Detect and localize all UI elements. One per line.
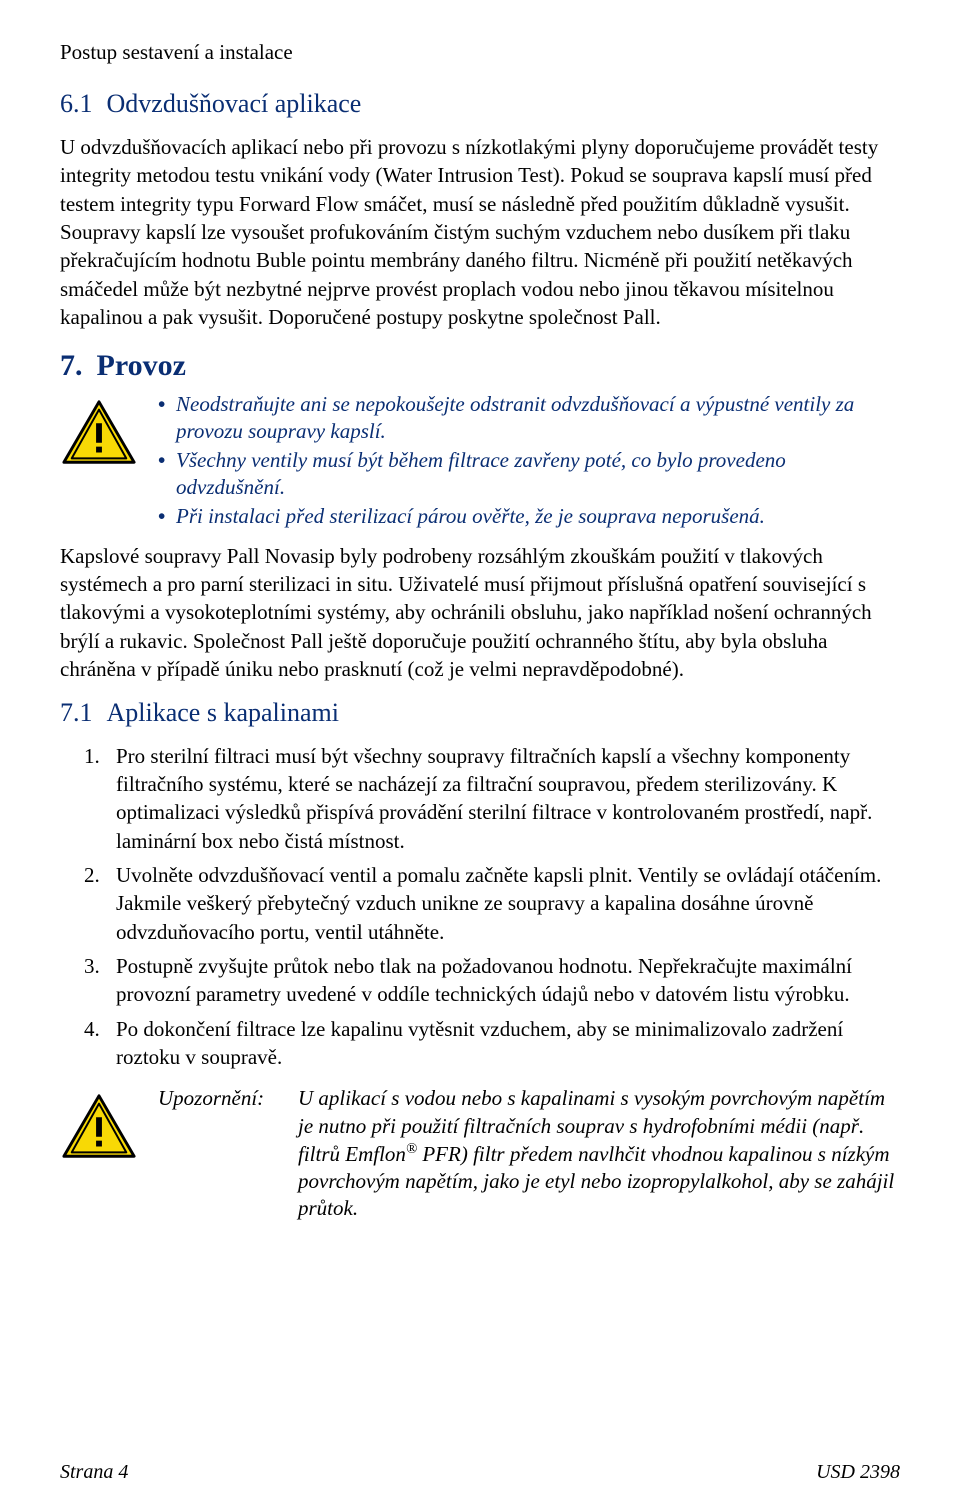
ordered-list-7-1: 1. Pro sterilní filtraci musí být všechn… xyxy=(60,742,900,1072)
page: Postup sestavení a instalace 6.1 Odvzdušň… xyxy=(0,0,960,1508)
heading-7-num: 7. xyxy=(60,349,83,382)
warning-text: Při instalaci před sterilizací párou ově… xyxy=(176,503,900,530)
note-block-7-1: Upozornění: U aplikací s vodou nebo s ka… xyxy=(60,1085,900,1222)
list-item: 2. Uvolněte odvzdušňovací ventil a pomal… xyxy=(84,861,900,946)
warning-text: Neodstraňujte ani se nepokoušejte odstra… xyxy=(176,391,900,445)
footer: Strana 4 USD 2398 xyxy=(60,1461,900,1484)
list-num: 3. xyxy=(84,952,116,1009)
heading-6-1-num: 6.1 xyxy=(60,89,93,118)
heading-7-1-title: Aplikace s kapalinami xyxy=(107,698,339,727)
warning-text: Všechny ventily musí být během filtrace … xyxy=(176,447,900,501)
bullet-icon: • xyxy=(158,503,176,530)
heading-6-1-title: Odvzdušňovací aplikace xyxy=(107,89,362,118)
list-text: Uvolněte odvzdušňovací ventil a pomalu z… xyxy=(116,861,900,946)
note-body: Upozornění: U aplikací s vodou nebo s ka… xyxy=(158,1085,900,1222)
heading-7: 7. Provoz xyxy=(60,349,900,383)
list-num: 4. xyxy=(84,1015,116,1072)
list-text: Postupně zvyšujte průtok nebo tlak na po… xyxy=(116,952,900,1009)
para-6-1: U odvzdušňovacích aplikací nebo při prov… xyxy=(60,133,900,331)
list-item: 4. Po dokončení filtrace lze kapalinu vy… xyxy=(84,1015,900,1072)
warning-item: • Všechny ventily musí být během filtrac… xyxy=(158,447,900,501)
list-item: 3. Postupně zvyšujte průtok nebo tlak na… xyxy=(84,952,900,1009)
warning-block-7: • Neodstraňujte ani se nepokoušejte odst… xyxy=(60,391,900,531)
footer-left: Strana 4 xyxy=(60,1461,128,1484)
warning-item: • Neodstraňujte ani se nepokoušejte odst… xyxy=(158,391,900,445)
list-num: 2. xyxy=(84,861,116,946)
para-7: Kapslové soupravy Pall Novasip byly podr… xyxy=(60,542,900,684)
note-text-sup: ® xyxy=(406,1141,417,1157)
heading-7-1-num: 7.1 xyxy=(60,698,93,727)
warning-item: • Při instalaci před sterilizací párou o… xyxy=(158,503,900,530)
heading-7-title: Provoz xyxy=(97,349,186,382)
heading-7-1: 7.1 Aplikace s kapalinami xyxy=(60,698,900,728)
bullet-icon: • xyxy=(158,447,176,474)
warning-icon xyxy=(60,1091,138,1163)
heading-6-1: 6.1 Odvzdušňovací aplikace xyxy=(60,89,900,119)
footer-right: USD 2398 xyxy=(816,1461,900,1484)
running-head: Postup sestavení a instalace xyxy=(60,40,900,65)
list-text: Pro sterilní filtraci musí být všechny s… xyxy=(116,742,900,855)
list-item: 1. Pro sterilní filtraci musí být všechn… xyxy=(84,742,900,855)
list-num: 1. xyxy=(84,742,116,855)
warning-icon xyxy=(60,397,138,469)
note-text: U aplikací s vodou nebo s kapalinami s v… xyxy=(298,1085,900,1222)
note-label: Upozornění: xyxy=(158,1085,298,1222)
bullet-icon: • xyxy=(158,391,176,418)
list-text: Po dokončení filtrace lze kapalinu vytěs… xyxy=(116,1015,900,1072)
warning-list-7: • Neodstraňujte ani se nepokoušejte odst… xyxy=(158,391,900,531)
